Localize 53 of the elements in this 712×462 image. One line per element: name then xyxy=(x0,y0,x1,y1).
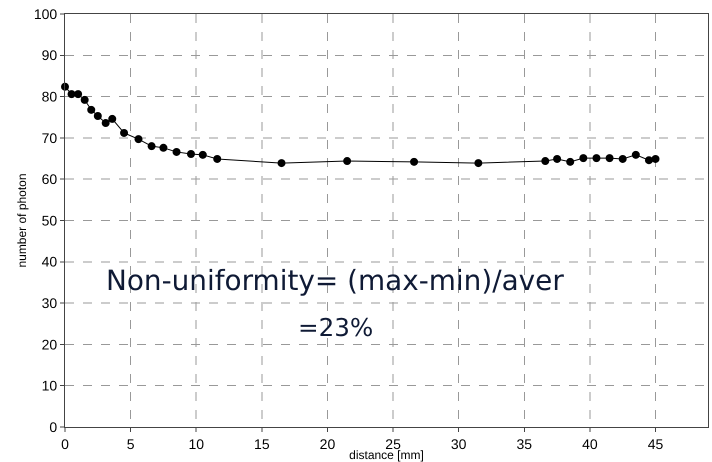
point xyxy=(566,158,574,166)
y-tick-label: 10 xyxy=(42,378,58,394)
y-axis-title: number of photon xyxy=(15,173,30,268)
point xyxy=(553,154,562,163)
point xyxy=(68,90,76,98)
y-tick-label: 50 xyxy=(42,212,58,228)
x-tick-label: 45 xyxy=(648,436,664,452)
y-tick-label: 90 xyxy=(42,47,58,64)
y-tick-label: 70 xyxy=(42,130,58,146)
point xyxy=(87,106,96,114)
y-tick-label: 100 xyxy=(34,6,58,22)
point xyxy=(148,142,156,150)
annotation: =23% xyxy=(298,313,374,342)
y-tick-label: 20 xyxy=(42,336,58,352)
point xyxy=(102,119,110,128)
y-tick-label: 80 xyxy=(42,88,58,104)
point xyxy=(343,157,352,166)
point xyxy=(644,156,653,164)
point xyxy=(652,154,660,163)
point xyxy=(94,112,102,120)
x-tick-label: 30 xyxy=(450,436,467,452)
point xyxy=(592,154,600,162)
x-tick-label: 40 xyxy=(582,436,598,452)
point xyxy=(186,150,195,158)
point xyxy=(172,148,181,156)
x-tick-label: 20 xyxy=(320,436,336,452)
point xyxy=(74,90,82,98)
point xyxy=(579,154,588,162)
point xyxy=(618,154,627,163)
x-tick-label: 0 xyxy=(61,436,70,452)
point xyxy=(278,159,286,168)
point xyxy=(159,144,168,152)
point xyxy=(410,158,418,166)
point xyxy=(80,96,89,104)
point xyxy=(120,128,128,137)
y-tick-label: 0 xyxy=(49,418,58,435)
point xyxy=(541,157,550,166)
x-tick-label: 5 xyxy=(126,436,135,452)
annotation: Non-uniformity= (max-min)/aver xyxy=(106,264,564,297)
point xyxy=(474,159,482,168)
point xyxy=(108,114,116,123)
x-axis-title: distance [mm] xyxy=(349,448,424,462)
x-tick-label: 15 xyxy=(254,436,270,452)
point xyxy=(198,150,207,159)
y-tick-label: 40 xyxy=(42,254,58,270)
point xyxy=(632,150,640,159)
point xyxy=(606,154,614,162)
x-tick-label: 35 xyxy=(516,436,532,452)
y-tick-label: 60 xyxy=(42,171,58,188)
x-tick-label: 10 xyxy=(188,436,204,452)
point xyxy=(134,135,142,144)
y-tick-label: 30 xyxy=(42,295,58,311)
point xyxy=(213,154,222,163)
